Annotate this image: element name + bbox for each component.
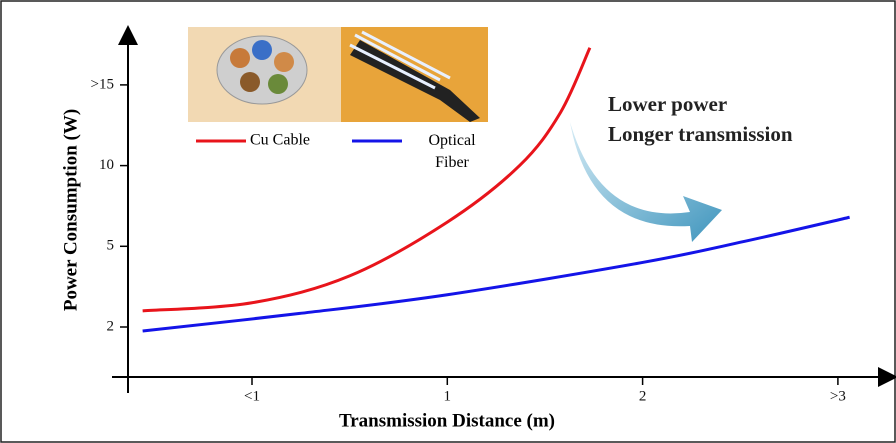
legend-word: Fiber	[435, 154, 469, 171]
legend-word: Optical	[428, 132, 476, 149]
y-tick-label: 10	[99, 157, 114, 173]
x-axis-title: Transmission Distance (m)	[339, 410, 555, 431]
x-tick-label: >3	[830, 388, 846, 404]
annotation: Longer transmission	[608, 122, 793, 146]
x-tick-label: <1	[244, 388, 260, 404]
x-tick-label: 1	[444, 388, 452, 404]
y-axis-title: Power Consumption (W)	[60, 109, 81, 311]
y-tick-label: >15	[91, 76, 114, 92]
legend-label: Cu Cable	[250, 132, 310, 149]
annotation: Lower power	[608, 92, 727, 116]
x-tick-label: 2	[639, 388, 647, 404]
chart: Transmission Distance (m) Power Consumpt…	[0, 0, 896, 443]
y-tick-label: 5	[107, 238, 115, 254]
y-tick-label: 2	[107, 318, 115, 334]
cable-photos	[188, 27, 488, 122]
